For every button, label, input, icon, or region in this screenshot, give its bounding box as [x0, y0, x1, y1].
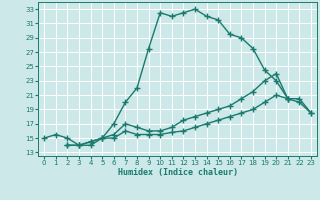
- X-axis label: Humidex (Indice chaleur): Humidex (Indice chaleur): [118, 168, 238, 177]
